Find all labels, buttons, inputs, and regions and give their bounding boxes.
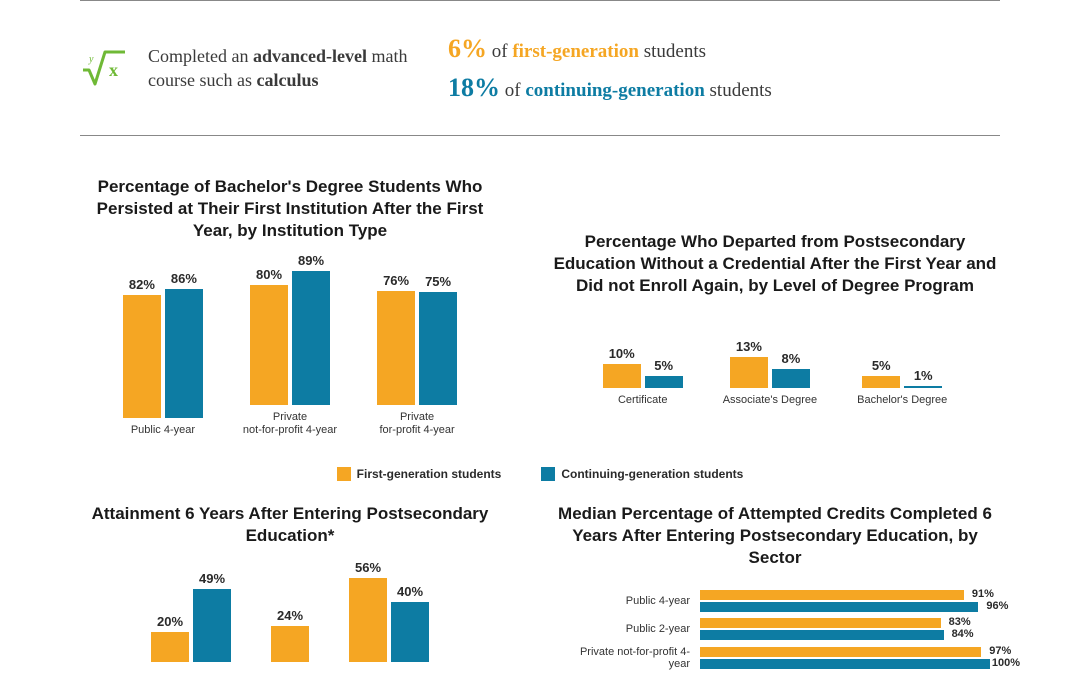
bar-label: 91% bbox=[972, 588, 994, 600]
bar-fg: 10% bbox=[603, 364, 641, 388]
bar-label: 82% bbox=[123, 277, 161, 292]
bar-cg: 49% bbox=[193, 589, 231, 663]
chart-departed: Percentage Who Departed from Postseconda… bbox=[550, 231, 1000, 437]
stat-continuing-gen: 18% of continuing-generation students bbox=[448, 68, 1000, 107]
category-label: Privatefor-profit 4-year bbox=[379, 411, 454, 437]
hbar-fg: 91% bbox=[700, 590, 964, 600]
category-label: Public 4-year bbox=[131, 424, 195, 437]
bar-group: 56%40% bbox=[349, 578, 429, 662]
hbar-fg: 97% bbox=[700, 647, 981, 657]
hbar-row: Private not-for-profit 4-year97% 100% bbox=[560, 646, 990, 670]
bar-group: 13%8% Associate's Degree bbox=[723, 357, 817, 407]
bar-fg: 56% bbox=[349, 578, 387, 662]
bar-cg: 75% bbox=[419, 292, 457, 405]
hbar-cg: 84% bbox=[700, 630, 944, 640]
bar-cg: 1% bbox=[904, 386, 942, 388]
bar-label: 96% bbox=[986, 600, 1008, 612]
bar-label: 10% bbox=[603, 346, 641, 361]
bar-label: 49% bbox=[193, 571, 231, 586]
bar-fg: 24% bbox=[271, 626, 309, 662]
bar-group: 80%89% Privatenot-for-profit 4-year bbox=[243, 271, 337, 437]
bar-group: 5% 1% Bachelor's Degree bbox=[857, 376, 947, 407]
bar-cg: 5% bbox=[645, 376, 683, 388]
bar-group: 10% 5% Certificate bbox=[603, 364, 683, 407]
chart-attainment: Attainment 6 Years After Entering Postse… bbox=[80, 503, 500, 675]
bar-label: 100% bbox=[992, 657, 1020, 669]
bar-group: 76%75% Privatefor-profit 4-year bbox=[377, 291, 457, 437]
bar-fg: 20% bbox=[151, 632, 189, 662]
category-label: Privatenot-for-profit 4-year bbox=[243, 411, 337, 437]
bar-label: 75% bbox=[419, 274, 457, 289]
bar-group: 82%86% Public 4-year bbox=[123, 289, 203, 437]
chart-title: Percentage Who Departed from Postseconda… bbox=[550, 231, 1000, 297]
category-label: Private not-for-profit 4-year bbox=[560, 646, 700, 670]
hbar-row: Public 4-year91% 96% bbox=[560, 590, 990, 612]
category-label: Public 4-year bbox=[560, 595, 700, 607]
stat-values: 6% of first-generation students 18% of c… bbox=[428, 29, 1000, 107]
swatch-fg bbox=[337, 467, 351, 481]
bar-fg: 5% bbox=[862, 376, 900, 388]
bar-fg: 80% bbox=[250, 285, 288, 405]
legend-continuing-gen: Continuing-generation students bbox=[541, 467, 743, 481]
stat-description: Completed an advanced-level math course … bbox=[148, 44, 408, 93]
category-label: Associate's Degree bbox=[723, 394, 817, 407]
bar-label: 20% bbox=[151, 614, 189, 629]
hbar-fg: 83% bbox=[700, 618, 941, 628]
sqrt-icon: y x bbox=[80, 44, 128, 92]
chart-persistence: Percentage of Bachelor's Degree Students… bbox=[80, 176, 500, 437]
bar-group: 24% bbox=[271, 626, 309, 662]
bar-label: 13% bbox=[730, 339, 768, 354]
chart-title: Percentage of Bachelor's Degree Students… bbox=[80, 176, 500, 242]
chart-title: Attainment 6 Years After Entering Postse… bbox=[80, 503, 500, 547]
bar-label: 89% bbox=[292, 253, 330, 268]
divider-bottom bbox=[80, 135, 1000, 136]
stat-first-gen: 6% of first-generation students bbox=[448, 29, 1000, 68]
bar-group: 20%49% bbox=[151, 589, 231, 663]
swatch-cg bbox=[541, 467, 555, 481]
bar-label: 86% bbox=[165, 271, 203, 286]
bar-label: 5% bbox=[862, 358, 900, 373]
bar-cg: 40% bbox=[391, 602, 429, 662]
chart-credits: Median Percentage of Attempted Credits C… bbox=[550, 503, 1000, 675]
category-label: Public 2-year bbox=[560, 623, 700, 635]
hbar-cg: 96% bbox=[700, 602, 978, 612]
bar-label: 80% bbox=[250, 267, 288, 282]
stat-row-advanced-math: y x Completed an advanced-level math cou… bbox=[80, 1, 1000, 135]
svg-text:x: x bbox=[109, 60, 118, 80]
bar-label: 76% bbox=[377, 273, 415, 288]
bar-label: 1% bbox=[904, 368, 942, 383]
bar-fg: 13% bbox=[730, 357, 768, 388]
bar-label: 40% bbox=[391, 584, 429, 599]
hbar-cg: 100% bbox=[700, 659, 990, 669]
bar-label: 56% bbox=[349, 560, 387, 575]
bar-cg: 86% bbox=[165, 289, 203, 418]
bar-label: 84% bbox=[952, 628, 974, 640]
bar-label: 97% bbox=[989, 645, 1011, 657]
bar-label: 8% bbox=[772, 351, 810, 366]
hbar-row: Public 2-year83%84% bbox=[560, 618, 990, 640]
category-label: Certificate bbox=[618, 394, 668, 407]
bar-label: 24% bbox=[271, 608, 309, 623]
legend: First-generation students Continuing-gen… bbox=[80, 467, 1000, 481]
chart-title: Median Percentage of Attempted Credits C… bbox=[550, 503, 1000, 569]
legend-first-gen: First-generation students bbox=[337, 467, 502, 481]
bar-cg: 8% bbox=[772, 369, 810, 388]
bar-fg: 82% bbox=[123, 295, 161, 418]
bar-cg: 89% bbox=[292, 271, 330, 405]
bar-fg: 76% bbox=[377, 291, 415, 405]
bar-label: 83% bbox=[949, 616, 971, 628]
category-label: Bachelor's Degree bbox=[857, 394, 947, 407]
svg-text:y: y bbox=[88, 54, 94, 65]
bar-label: 5% bbox=[645, 358, 683, 373]
